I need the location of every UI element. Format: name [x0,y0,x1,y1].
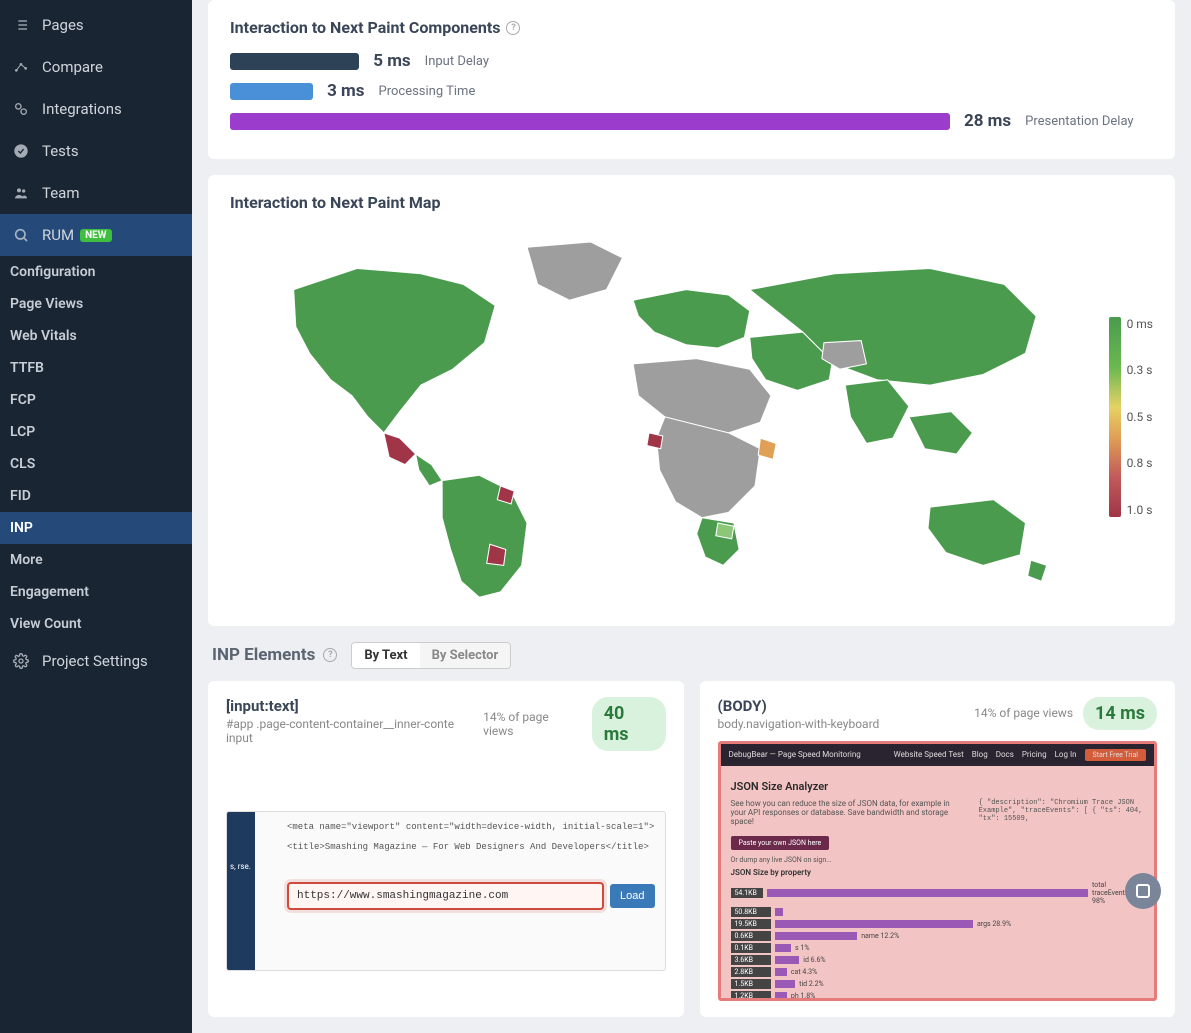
toggle-by-selector[interactable]: By Selector [420,643,511,668]
new-badge: NEW [80,229,111,242]
json-size-row: 50.8KB [731,907,1145,917]
element-pct: 14% of page views [974,706,1073,720]
team-icon [12,184,30,202]
gear-icon [12,652,30,670]
json-size-row: 2.8KBcat 4.3% [731,967,1145,977]
inp-element-card[interactable]: [input:text] #app .page-content-containe… [208,681,684,1017]
json-size-row: 54.1KBtotal traceEvents[268] 98% [731,881,1145,905]
gears-icon [12,100,30,118]
element-pct: 14% of page views [483,710,582,738]
sidebar-item-integrations[interactable]: Integrations [0,88,192,130]
preview-load-button[interactable]: Load [610,884,654,908]
bar-fill [230,83,313,100]
sidebar-sub-view-count[interactable]: View Count [0,608,192,640]
json-size-row: 1.2KBph 1.8% [731,991,1145,1001]
sidebar-item-team[interactable]: Team [0,172,192,214]
json-size-row: 0.6KBname 12.2% [731,931,1145,941]
sidebar-item-label: Team [42,184,80,202]
bar-label: Processing Time [379,84,476,99]
bar-label: Input Delay [425,54,489,69]
sidebar-sub-more[interactable]: More [0,544,192,576]
element-preview: DebugBear — Page Speed Monitoring Websit… [718,741,1158,1001]
sidebar-item-rum[interactable]: RUM NEW [0,214,192,256]
element-title: [input:text] [226,697,483,715]
component-bar-row: 28 ms Presentation Delay [230,111,1153,131]
sidebar-item-label: Compare [42,58,103,76]
sidebar-item-pages[interactable]: Pages [0,4,192,46]
bar-fill [230,53,359,70]
sidebar-sub-fcp[interactable]: FCP [0,384,192,416]
component-bar-row: 3 ms Processing Time [230,81,1153,101]
compare-icon [12,58,30,76]
toggle-by-text[interactable]: By Text [352,643,419,668]
bar-fill [230,113,950,130]
json-size-row: 1.5KBtid 2.2% [731,979,1145,989]
element-selector: #app .page-content-container__inner-cont… [226,717,483,745]
search-icon [12,226,30,244]
inp-elements-title: INP Elements ? By Text By Selector [212,642,1175,669]
sidebar-sub-fid[interactable]: FID [0,480,192,512]
help-icon[interactable]: ? [323,648,337,662]
sidebar-item-label: Project Settings [42,652,148,670]
bar-value: 28 ms [964,111,1011,131]
inp-components-card: Interaction to Next Paint Components ? 5… [208,0,1175,159]
bar-label: Presentation Delay [1025,114,1133,129]
sidebar-item-label: Pages [42,16,84,34]
inp-element-card[interactable]: (BODY) body.navigation-with-keyboard 14%… [700,681,1176,1017]
sidebar-sub-ttfb[interactable]: TTFB [0,352,192,384]
card-title: Interaction to Next Paint Map [230,193,1153,212]
sidebar-item-tests[interactable]: Tests [0,130,192,172]
bar-value: 5 ms [373,51,410,71]
preview-url-input[interactable]: https://www.smashingmagazine.com [287,882,604,910]
element-preview: s, rse. <meta name="viewport" content="w… [226,811,666,971]
help-fab[interactable] [1125,873,1161,909]
bar-value: 3 ms [327,81,364,101]
sidebar-sub-configuration[interactable]: Configuration [0,256,192,288]
card-title: Interaction to Next Paint Components ? [230,18,1153,37]
elements-toggle: By Text By Selector [351,642,511,669]
element-ms: 14 ms [1083,697,1157,730]
sidebar-sub-cls[interactable]: CLS [0,448,192,480]
map-legend: 0 ms 0.3 s 0.5 s 0.8 s 1.0 s [1109,317,1153,517]
sidebar-sub-page-views[interactable]: Page Views [0,288,192,320]
sidebar-item-label: RUM [42,226,74,244]
json-size-row: 19.5KBargs 28.9% [731,919,1145,929]
sidebar-item-label: Tests [42,142,79,160]
json-size-row: 0.1KBs 1% [731,943,1145,953]
sidebar-sub-web-vitals[interactable]: Web Vitals [0,320,192,352]
component-bar-row: 5 ms Input Delay [230,51,1153,71]
sidebar-sub-inp[interactable]: INP [0,512,192,544]
sidebar-sub-lcp[interactable]: LCP [0,416,192,448]
element-selector: body.navigation-with-keyboard [718,717,880,731]
sidebar-item-label: Integrations [42,100,122,118]
check-icon [12,142,30,160]
help-icon[interactable]: ? [506,21,520,35]
sidebar: PagesCompareIntegrationsTestsTeamRUMNEW … [0,0,192,1033]
element-ms: 40 ms [592,697,666,751]
world-map[interactable] [230,226,1079,608]
main-content: Interaction to Next Paint Components ? 5… [192,0,1191,1033]
inp-map-card: Interaction to Next Paint Map [208,175,1175,626]
json-size-row: 3.6KBid 6.6% [731,955,1145,965]
sidebar-sub-engagement[interactable]: Engagement [0,576,192,608]
list-icon [12,16,30,34]
element-title: (BODY) [718,697,880,715]
sidebar-item-compare[interactable]: Compare [0,46,192,88]
sidebar-item-project-settings[interactable]: Project Settings [0,640,192,682]
